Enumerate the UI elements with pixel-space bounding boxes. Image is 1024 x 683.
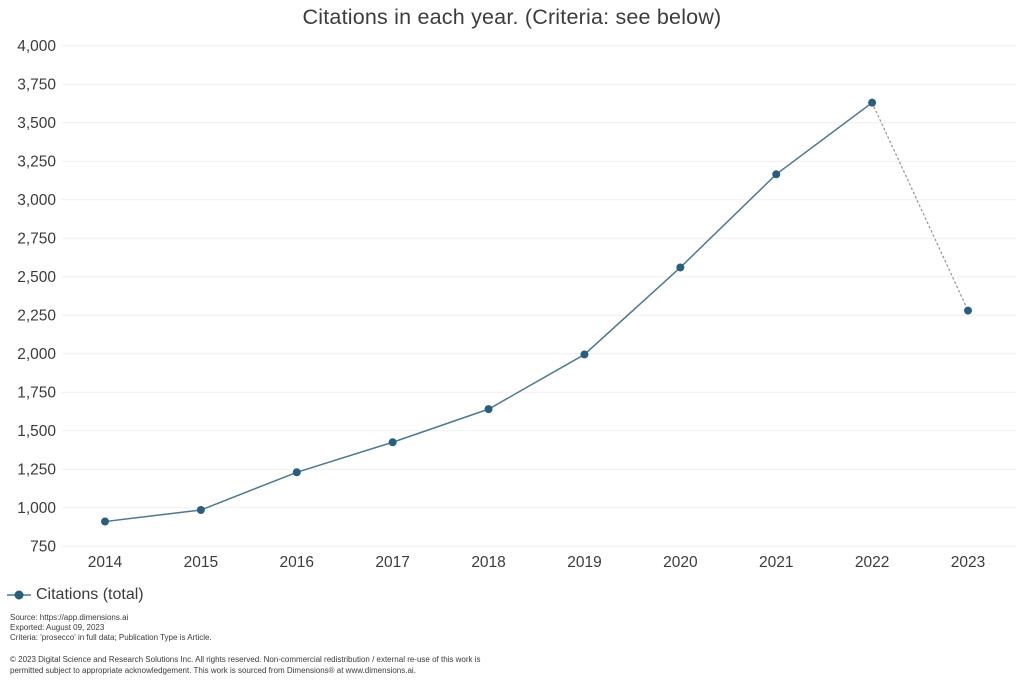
legend-line-marker-icon: [7, 590, 31, 600]
source-line: Source: https://app.dimensions.ai: [10, 613, 129, 622]
citations-line-chart: 4,000 3,750 3,500 3,250 3,000 2,750 2,500 2,250…: [17, 38, 1016, 571]
svg-text:2020: 2020: [663, 554, 698, 571]
svg-text:1,000: 1,000: [17, 500, 56, 517]
legend: Citations (total): [6, 584, 144, 606]
svg-text:2015: 2015: [184, 554, 218, 571]
svg-text:4,000: 4,000: [17, 38, 56, 55]
svg-text:750: 750: [30, 539, 56, 556]
svg-text:2023: 2023: [951, 554, 985, 571]
svg-text:1,500: 1,500: [17, 423, 56, 440]
copyright-line-1: © 2023 Digital Science and Research Solu…: [10, 655, 481, 664]
chart-title: Citations in each year. (Criteria: see b…: [302, 5, 722, 29]
copyright-line-2: permitted subject to appropriate acknowl…: [10, 665, 416, 675]
export-metadata: Source: https://app.dimensions.ai Export…: [10, 613, 212, 643]
svg-text:2021: 2021: [759, 554, 793, 571]
svg-text:3,250: 3,250: [17, 154, 56, 171]
svg-text:1,250: 1,250: [17, 462, 56, 479]
svg-text:2016: 2016: [280, 554, 314, 571]
svg-text:2,750: 2,750: [17, 231, 56, 248]
svg-text:3,000: 3,000: [17, 192, 56, 209]
svg-text:2019: 2019: [567, 554, 601, 571]
svg-text:3,750: 3,750: [17, 77, 56, 94]
legend-label: Citations (total): [36, 586, 144, 603]
exported-line: Exported: August 09, 2023: [10, 623, 105, 632]
svg-text:2022: 2022: [855, 554, 889, 571]
svg-text:1,750: 1,750: [17, 385, 56, 402]
svg-text:2,250: 2,250: [17, 308, 56, 325]
svg-text:2,500: 2,500: [17, 269, 56, 286]
copyright-notice: © 2023 Digital Science and Research Solu…: [10, 655, 481, 676]
svg-text:3,500: 3,500: [17, 115, 56, 132]
svg-text:2017: 2017: [375, 554, 409, 571]
svg-text:2,000: 2,000: [17, 346, 56, 363]
svg-text:2018: 2018: [471, 554, 505, 571]
svg-text:2014: 2014: [88, 554, 123, 571]
criteria-line: Criteria: 'prosecco' in full data; Publi…: [10, 633, 212, 642]
